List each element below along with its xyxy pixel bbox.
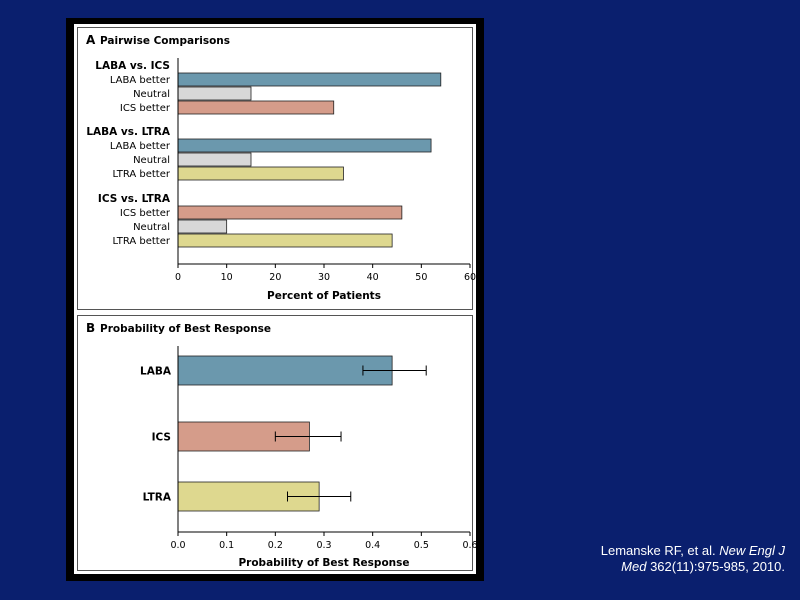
panel-a-x-axis-title: Percent of Patients — [267, 290, 381, 302]
category-label: ICS better — [120, 208, 171, 219]
x-tick-label: 0.1 — [219, 540, 234, 551]
panel-a-letter: A — [86, 33, 96, 47]
x-tick-label: 0.6 — [462, 540, 476, 551]
panel-b-x-axis-title: Probability of Best Response — [238, 557, 409, 569]
category-label: LTRA — [143, 492, 172, 504]
category-label: Neutral — [133, 222, 170, 233]
group-title: LABA vs. LTRA — [86, 126, 171, 138]
category-label: LABA — [140, 366, 172, 378]
x-tick-label: 0.4 — [365, 540, 380, 551]
category-label: Neutral — [133, 89, 170, 100]
bar-ltra-better — [177, 166, 344, 181]
x-tick-label: 0.0 — [170, 540, 185, 551]
x-tick-label: 20 — [269, 272, 281, 283]
citation-line-2: Med 362(11):975-985, 2010. — [560, 559, 785, 575]
x-tick-label: 60 — [464, 272, 476, 283]
category-label: LABA better — [110, 141, 171, 152]
x-tick-label: 40 — [367, 272, 379, 283]
bar-neutral — [177, 86, 252, 101]
x-tick-label: 0.2 — [268, 540, 283, 551]
bar-laba-better — [177, 138, 432, 153]
citation: Lemanske RF, et al. New Engl J Med 362(1… — [560, 543, 785, 575]
citation-details: 362(11):975-985, 2010. — [650, 559, 785, 574]
citation-authors: Lemanske RF, et al. — [600, 543, 716, 558]
citation-journal-part2: Med — [621, 559, 647, 574]
group-title: LABA vs. ICS — [95, 60, 170, 72]
category-label: Neutral — [133, 155, 170, 166]
category-label: LTRA better — [113, 169, 171, 180]
panel-b-border — [77, 315, 473, 571]
bar-laba — [177, 355, 393, 386]
bar-ics-better — [177, 205, 403, 220]
panel-b-title: Probability of Best Response — [100, 323, 271, 335]
bar-neutral — [177, 152, 252, 167]
figure-panel: A Pairwise Comparisons LABA vs. ICS LABA be… — [74, 24, 476, 574]
citation-journal-part1: New Engl J — [719, 543, 785, 558]
category-label: ICS better — [120, 103, 171, 114]
figure-frame: A Pairwise Comparisons LABA vs. ICS LABA be… — [66, 18, 484, 581]
bar-ltra-better — [177, 233, 393, 248]
category-label: ICS — [152, 432, 171, 444]
panel-a-title: Pairwise Comparisons — [100, 35, 230, 47]
category-label: LTRA better — [113, 236, 171, 247]
panel-a-border — [77, 27, 473, 310]
chart-svg: A Pairwise Comparisons LABA vs. ICS LABA be… — [77, 27, 476, 571]
category-label: LABA better — [110, 75, 171, 86]
x-tick-label: 50 — [415, 272, 427, 283]
panel-b-letter: B — [86, 321, 95, 335]
x-tick-label: 30 — [318, 272, 330, 283]
citation-line-1: Lemanske RF, et al. New Engl J — [560, 543, 785, 559]
bar-ics-better — [177, 100, 335, 115]
x-tick-label: 10 — [221, 272, 233, 283]
x-tick-label: 0.3 — [316, 540, 331, 551]
x-tick-label: 0 — [175, 272, 181, 283]
bar-laba-better — [177, 72, 442, 87]
group-title: ICS vs. LTRA — [98, 193, 171, 205]
x-tick-label: 0.5 — [414, 540, 429, 551]
bar-neutral — [177, 219, 228, 234]
